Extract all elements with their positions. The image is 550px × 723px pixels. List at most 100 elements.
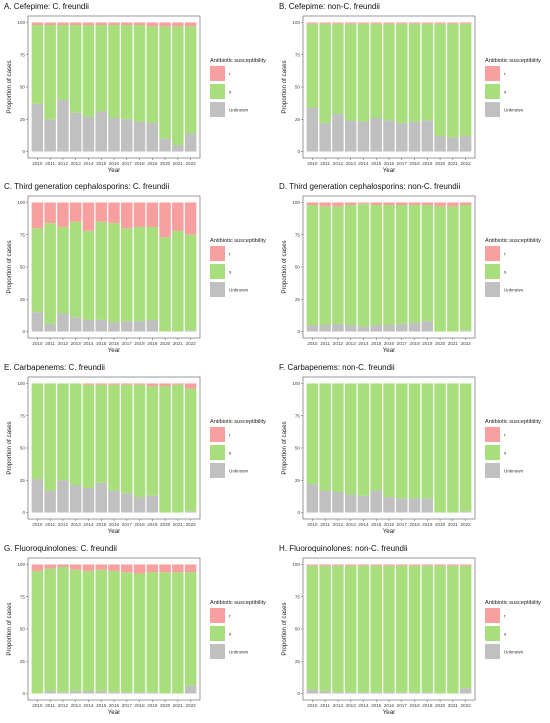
x-tick-label: 2022 [185,522,196,527]
bar-segment-r [459,564,472,566]
chart-svg: E. Carbapenems: C. freundii 0 25 50 75 100 201… [4,363,266,535]
bar-segment-s [146,26,159,124]
bar-segment-s [434,206,446,332]
bar-segment-r [82,202,95,231]
legend-title: Antibiotic susceptibility [485,58,541,64]
legend-swatch-s [210,626,225,641]
bar-segment-s [344,23,357,121]
bar-segment-s [459,23,472,137]
bar-segment-s [133,573,146,693]
bar-segment-r [95,564,107,570]
legend-swatch-unknown [485,282,500,297]
bar-segment-s [57,226,69,314]
x-tick-label: 2021 [173,161,184,166]
bar-segment-r [459,22,472,24]
y-tick-label: 50 [20,446,26,451]
y-tick-label: 100 [292,562,300,567]
legend-label: Unknown [504,650,524,655]
bar-segment-r [108,383,120,385]
bar-segment-unknown [108,117,120,152]
x-tick-label: 2010 [307,522,318,527]
bar-segment-s [447,565,459,694]
x-axis-title: Year [108,167,121,174]
chart-title: E. Carbapenems: C. freundii [4,363,105,372]
x-tick-label: 2014 [83,522,94,527]
bar-segment-s [383,565,395,693]
x-tick-label: 2017 [397,341,408,346]
bar-segment-unknown [357,692,370,694]
bar-segment-s [344,565,357,693]
bar-segment-r [184,22,197,27]
x-tick-label: 2011 [320,522,330,527]
x-tick-label: 2019 [147,522,158,527]
bar-segment-unknown [421,692,434,694]
bar-segment-s [370,205,382,326]
y-tick-label: 50 [295,627,301,632]
y-tick-label: 75 [20,594,26,599]
x-tick-label: 2020 [160,341,171,346]
x-tick-label: 2012 [333,522,344,527]
bar-segment-s [172,230,184,332]
x-tick-label: 2016 [384,161,395,166]
bar-segment-unknown [357,121,370,152]
y-tick-label: 25 [20,297,26,302]
bar-segment-unknown [332,323,344,332]
bar-segment-r [306,22,319,24]
bar-segment-unknown [44,690,56,694]
bar-segment-r [31,202,44,229]
bar-segment-unknown [184,685,197,694]
x-tick-label: 2020 [160,161,171,166]
legend-swatch-r [210,66,225,81]
bar-segment-r [447,202,459,207]
x-tick-label: 2010 [307,161,318,166]
bar-segment-s [146,386,159,496]
legend-label: s [229,632,232,637]
x-tick-label: 2022 [185,341,196,346]
x-axis-title: Year [108,528,121,535]
bar-segment-r [146,22,159,27]
legend-label: r [504,433,506,438]
bar-segment-r [172,22,184,27]
x-axis-title: Year [383,167,396,174]
y-tick-label: 100 [17,20,25,25]
y-tick-label: 50 [295,265,301,270]
legend-title: Antibiotic susceptibility [210,600,266,606]
bar-segment-s [357,23,370,122]
y-tick-label: 25 [295,117,301,122]
x-tick-label: 2021 [173,522,184,527]
chart-panel: G. Fluoroquinolones: C. freundii 0 25 50 75 1… [0,542,275,722]
bar-segment-r [69,202,82,222]
bar-segment-r [95,22,107,26]
bar-segment-r [31,22,44,26]
bar-segment-s [108,570,120,693]
legend-swatch-s [210,264,225,279]
x-tick-label: 2012 [58,341,69,346]
bar-segment-unknown [82,488,95,513]
chart-title: C. Third generation cephalosporins: C. f… [4,182,170,191]
x-tick-label: 2014 [83,341,94,346]
x-tick-label: 2015 [371,341,382,346]
bar-segment-r [396,22,408,24]
x-tick-label: 2020 [160,703,171,708]
x-tick-label: 2016 [109,341,120,346]
bar-segment-s [306,23,319,108]
x-tick-label: 2021 [448,161,459,166]
y-tick-label: 100 [292,200,300,205]
bar-segment-r [396,564,408,566]
y-axis-title: Proportion of cases [6,602,13,655]
x-tick-label: 2021 [173,341,184,346]
bar-segment-unknown [31,312,44,332]
bar-segment-s [44,223,56,324]
chart-svg: H. Fluoroquinolones: non-C. freundii 0 25 5… [279,544,541,716]
bar-segment-unknown [344,692,357,694]
bar-segment-s [447,23,459,138]
x-tick-label: 2014 [83,161,94,166]
chart-title: A. Cefepime: C. freundii [4,2,89,11]
bar-segment-unknown [57,99,69,152]
y-tick-label: 100 [292,381,300,386]
bar-segment-unknown [82,690,95,694]
legend-swatch-s [485,626,500,641]
x-tick-label: 2013 [71,522,82,527]
legend-swatch-r [485,66,500,81]
legend-swatch-unknown [210,463,225,478]
